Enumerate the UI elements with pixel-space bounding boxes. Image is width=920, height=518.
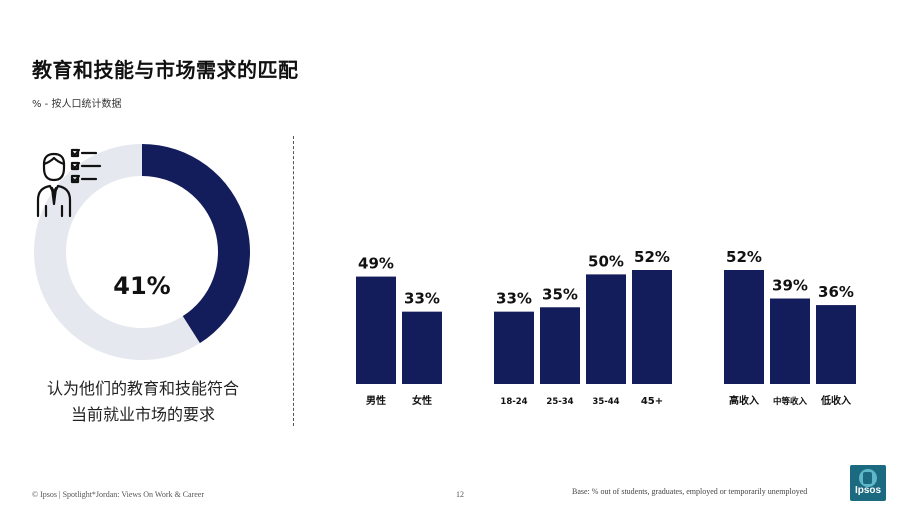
bar-category-label: 男性 [366,394,386,407]
ipsos-logo: Ipsos [850,465,886,501]
bar-2-3 [586,274,626,384]
dashed-divider [293,136,294,426]
bar-category-label: 中等收入 [773,396,808,407]
donut-caption-line-2: 当前就业市场的要求 [70,405,215,424]
bar-value-label: 36% [818,283,854,301]
page-number: 12 [456,490,464,499]
footer-base-note: Base: % out of students, graduates, empl… [572,487,808,496]
donut-chart: 41% [34,144,250,360]
footer-copyright: © Ipsos | Spotlight*Jordan: Views On Wor… [32,490,205,499]
bar-value-label: 39% [772,277,808,295]
donut-caption-line-1: 认为他们的教育和技能符合 [46,379,239,398]
bar-value-label: 52% [726,248,762,266]
bar-value-label: 33% [404,290,440,308]
bar-2-2 [540,307,580,384]
bar-1-2 [402,311,442,384]
bar-value-label: 50% [588,252,624,270]
bar-1-1 [356,276,396,384]
bar-category-label: 25-34 [546,397,573,407]
donut-slice-2 [34,144,200,360]
donut-slice-1 [142,144,250,344]
logo-mark-icon [863,472,872,484]
logo-text: Ipsos [854,485,882,496]
bar-value-label: 33% [496,290,532,308]
bar-value-label: 35% [542,285,578,303]
donut-svg [34,144,250,360]
donut-value-label: 41% [113,272,171,300]
donut-caption: 认为他们的教育和技能符合 当前就业市场的要求 [30,376,256,428]
bar-3-2 [770,298,810,384]
bar-category-label: 18-24 [500,397,527,407]
bar-category-label: 高收入 [729,394,759,407]
bar-2-1 [494,311,534,384]
bar-value-label: 52% [634,248,670,266]
bar-3-1 [724,270,764,384]
bar-category-label: 女性 [412,394,432,407]
bar-category-label: 低收入 [820,394,851,407]
bar-value-label: 49% [358,255,394,273]
page-title: 教育和技能与市场需求的匹配 [32,58,299,82]
page-subtitle: % - 按人口统计数据 [32,99,122,110]
bar-3-3 [816,305,856,384]
bar-category-label: 45+ [641,396,663,407]
bar-2-4 [632,270,672,384]
person-checklist-icon [36,148,102,218]
bar-category-label: 35-44 [592,397,619,407]
